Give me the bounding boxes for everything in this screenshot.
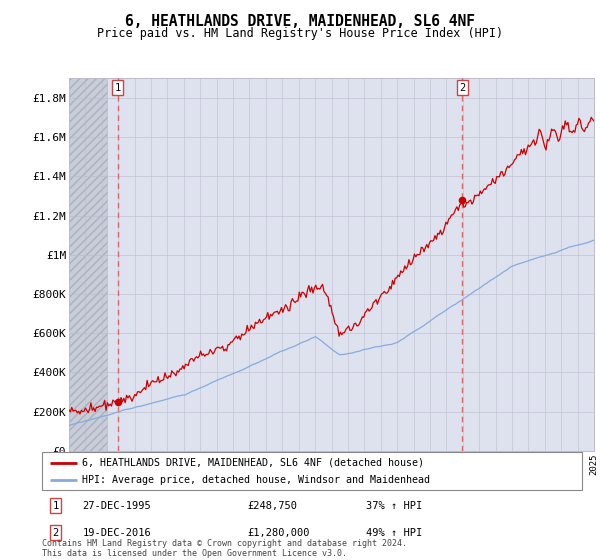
Text: £248,750: £248,750	[247, 501, 297, 511]
Text: Contains HM Land Registry data © Crown copyright and database right 2024.
This d: Contains HM Land Registry data © Crown c…	[42, 539, 407, 558]
Text: 37% ↑ HPI: 37% ↑ HPI	[366, 501, 422, 511]
FancyBboxPatch shape	[42, 452, 582, 490]
Text: HPI: Average price, detached house, Windsor and Maidenhead: HPI: Average price, detached house, Wind…	[83, 475, 431, 486]
Text: 6, HEATHLANDS DRIVE, MAIDENHEAD, SL6 4NF (detached house): 6, HEATHLANDS DRIVE, MAIDENHEAD, SL6 4NF…	[83, 458, 425, 468]
Text: 1: 1	[52, 501, 59, 511]
Text: 1: 1	[115, 83, 121, 93]
Text: 49% ↑ HPI: 49% ↑ HPI	[366, 528, 422, 538]
Text: 2: 2	[52, 528, 59, 538]
Text: 19-DEC-2016: 19-DEC-2016	[83, 528, 151, 538]
Text: 2: 2	[459, 83, 466, 93]
Text: £1,280,000: £1,280,000	[247, 528, 310, 538]
Text: 6, HEATHLANDS DRIVE, MAIDENHEAD, SL6 4NF: 6, HEATHLANDS DRIVE, MAIDENHEAD, SL6 4NF	[125, 14, 475, 29]
Bar	[69, 78, 107, 451]
Text: 27-DEC-1995: 27-DEC-1995	[83, 501, 151, 511]
Text: Price paid vs. HM Land Registry's House Price Index (HPI): Price paid vs. HM Land Registry's House …	[97, 27, 503, 40]
Bar	[69, 78, 107, 451]
